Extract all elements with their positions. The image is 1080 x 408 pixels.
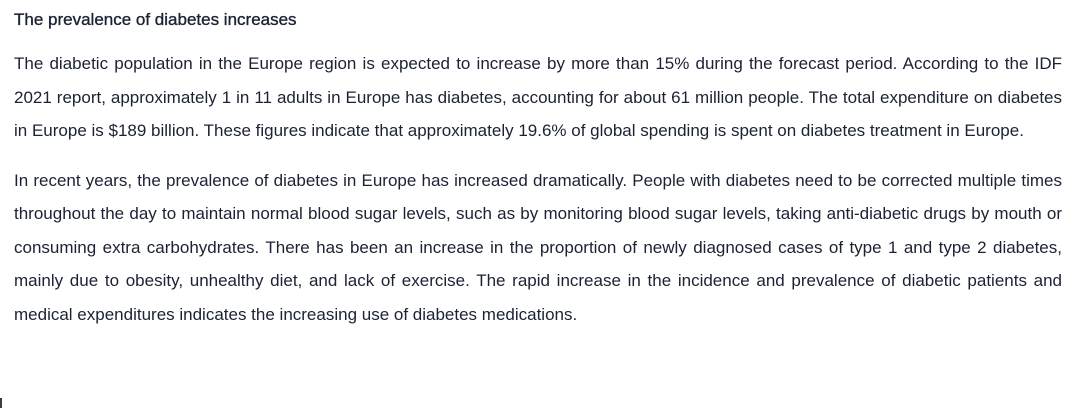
section-heading: The prevalence of diabetes increases xyxy=(14,10,297,29)
paragraph-prevalence-trends: In recent years, the prevalence of diabe… xyxy=(14,170,1062,324)
article-body: The prevalence of diabetes increases The… xyxy=(14,6,1062,331)
page-edge-marker xyxy=(0,398,2,408)
paragraph-europe-statistics: The diabetic population in the Europe re… xyxy=(14,54,1062,140)
